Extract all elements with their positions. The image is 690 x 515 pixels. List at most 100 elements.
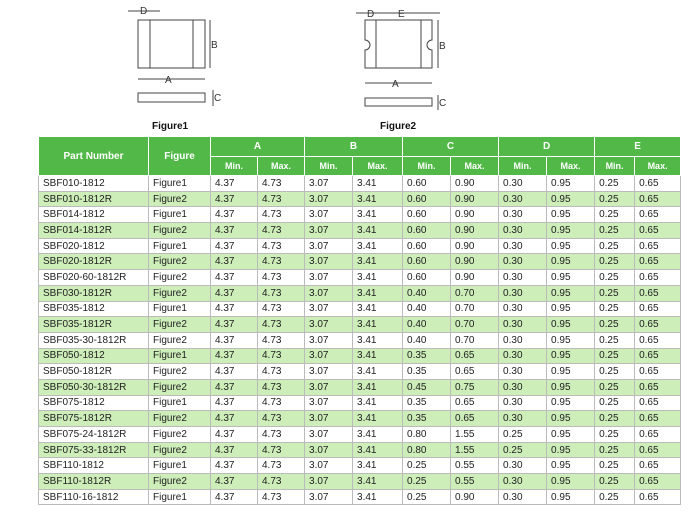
- cell: 3.07: [304, 441, 354, 459]
- cell: 0.30: [498, 394, 548, 412]
- table-row: SBF020-1812R Figure2 4.37 4.73 3.07 3.41 0.60 0…: [38, 253, 682, 271]
- cell: 0.55: [450, 473, 500, 490]
- cell: 4.73: [256, 316, 306, 333]
- cell: 0.35: [402, 347, 452, 365]
- cell: 3.41: [352, 347, 404, 365]
- cell: 4.73: [256, 363, 306, 380]
- cell: SBF035-1812: [38, 300, 149, 318]
- cell: 4.37: [210, 269, 258, 286]
- cell: SBF020-60-1812R: [38, 269, 149, 286]
- cell: 0.95: [546, 300, 596, 318]
- cell: 0.40: [402, 316, 452, 333]
- cell: 4.37: [210, 300, 258, 318]
- cell: 0.95: [546, 457, 596, 475]
- cell: 0.25: [594, 473, 636, 490]
- cell: 0.65: [634, 206, 682, 224]
- cell: 4.73: [256, 175, 306, 192]
- cell: 0.25: [402, 488, 452, 506]
- cell: 0.60: [402, 206, 452, 224]
- cell: 0.30: [498, 190, 548, 208]
- cell: 4.37: [210, 473, 258, 490]
- cell: 0.40: [402, 300, 452, 318]
- cell: Figure1: [148, 488, 211, 506]
- cell: Figure2: [148, 253, 211, 271]
- table-row: SBF075-24-1812R Figure2 4.37 4.73 3.07 3.41 0.…: [38, 426, 682, 443]
- cell: 0.25: [594, 190, 636, 208]
- cell: 4.37: [210, 394, 258, 412]
- cell: 0.95: [546, 473, 596, 490]
- cell: 3.07: [304, 394, 354, 412]
- cell: 4.73: [256, 347, 306, 365]
- cell: 0.65: [634, 175, 682, 192]
- cell: 0.65: [450, 347, 500, 365]
- cell: 0.90: [450, 175, 500, 192]
- cell: 3.41: [352, 488, 404, 506]
- cell: 0.25: [594, 222, 636, 239]
- label-a: A: [392, 79, 399, 90]
- cell: 3.07: [304, 363, 354, 380]
- cell: 0.95: [546, 206, 596, 224]
- cell: 0.95: [546, 394, 596, 412]
- cell: 0.95: [546, 441, 596, 459]
- cell: 0.25: [402, 473, 452, 490]
- cell: 0.30: [498, 300, 548, 318]
- cell: Figure1: [148, 237, 211, 255]
- cell: 0.35: [402, 363, 452, 380]
- cell: 0.65: [634, 347, 682, 365]
- cell: 0.90: [450, 488, 500, 506]
- cell: Figure1: [148, 300, 211, 318]
- cell: 0.35: [402, 394, 452, 412]
- cell: 3.07: [304, 378, 354, 396]
- cell: 0.65: [634, 316, 682, 333]
- cell: 4.37: [210, 284, 258, 302]
- cell: 4.37: [210, 206, 258, 224]
- subheader: Max.: [256, 156, 306, 176]
- cell: 4.37: [210, 222, 258, 239]
- cell: 0.95: [546, 410, 596, 427]
- table-row: SBF035-30-1812R Figure2 4.37 4.73 3.07 3.41 0.…: [38, 331, 682, 349]
- cell: 0.25: [594, 175, 636, 192]
- cell: SBF014-1812R: [38, 222, 149, 239]
- cell: 4.37: [210, 410, 258, 427]
- cell: 3.07: [304, 347, 354, 365]
- cell: 0.90: [450, 253, 500, 271]
- cell: 0.25: [594, 457, 636, 475]
- cell: 0.30: [498, 237, 548, 255]
- cell: 3.41: [352, 473, 404, 490]
- cell: 0.25: [594, 300, 636, 318]
- cell: 0.70: [450, 300, 500, 318]
- cell: SBF110-16-1812: [38, 488, 149, 506]
- cell: 3.41: [352, 190, 404, 208]
- cell: 4.37: [210, 175, 258, 192]
- cell: Figure1: [148, 206, 211, 224]
- cell: 4.73: [256, 190, 306, 208]
- cell: Figure2: [148, 316, 211, 333]
- table-row: SBF110-1812 Figure1 4.37 4.73 3.07 3.41 0.25 0.…: [38, 457, 682, 475]
- cell: 0.65: [450, 363, 500, 380]
- cell: 0.90: [450, 269, 500, 286]
- cell: 0.25: [498, 441, 548, 459]
- cell: 0.60: [402, 190, 452, 208]
- cell: SBF050-30-1812R: [38, 378, 149, 396]
- cell: 0.30: [498, 378, 548, 396]
- cell: 0.30: [498, 410, 548, 427]
- cell: 0.65: [634, 363, 682, 380]
- cell: 0.25: [594, 441, 636, 459]
- cell: 0.25: [594, 206, 636, 224]
- subheader: Max.: [450, 156, 500, 176]
- subheader: Max.: [352, 156, 404, 176]
- table-row: SBF035-1812R Figure2 4.37 4.73 3.07 3.41 0.40 0…: [38, 316, 682, 333]
- cell: 4.73: [256, 284, 306, 302]
- cell: 0.30: [498, 488, 548, 506]
- cell: SBF010-1812: [38, 175, 149, 192]
- cell: 0.65: [634, 253, 682, 271]
- cell: Figure2: [148, 363, 211, 380]
- subheader: Min.: [498, 156, 548, 176]
- cell: 0.90: [450, 222, 500, 239]
- cell: 3.07: [304, 284, 354, 302]
- cell: 0.25: [594, 347, 636, 365]
- cell: 3.07: [304, 488, 354, 506]
- cell: 0.95: [546, 426, 596, 443]
- cell: SBF010-1812R: [38, 190, 149, 208]
